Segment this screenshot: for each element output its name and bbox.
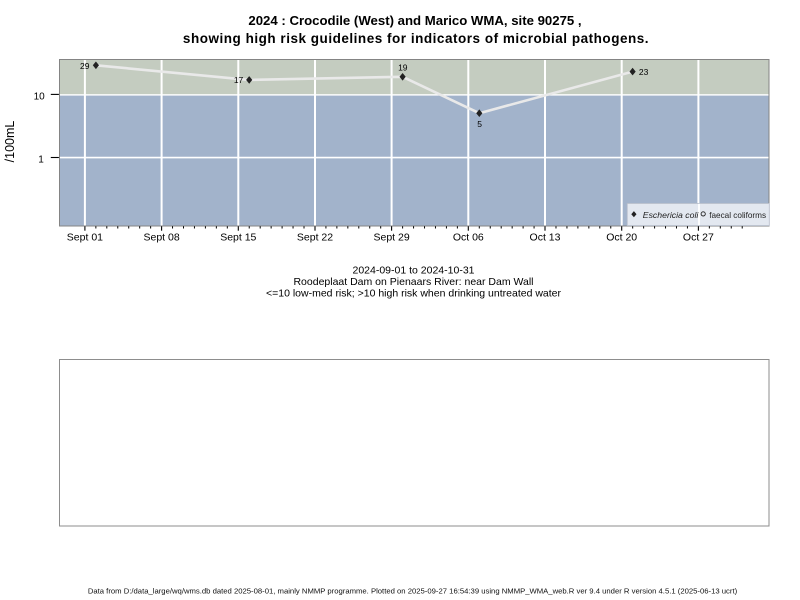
svg-text:17: 17 <box>234 75 244 85</box>
svg-text:Sept 01: Sept 01 <box>67 231 103 243</box>
svg-text:showing high risk guidelines f: showing high risk guidelines for indicat… <box>183 31 649 46</box>
svg-text:faecal coliforms: faecal coliforms <box>709 211 766 220</box>
svg-text:Oct 20: Oct 20 <box>606 231 637 243</box>
svg-text:<=10 low-med risk; >10 high ri: <=10 low-med risk; >10 high risk when dr… <box>266 288 562 300</box>
svg-text:Oct 06: Oct 06 <box>453 231 484 243</box>
svg-text:Sept 15: Sept 15 <box>220 231 256 243</box>
svg-text:/100mL: /100mL <box>3 121 17 163</box>
svg-text:Sept 22: Sept 22 <box>297 231 333 243</box>
svg-text:Oct 13: Oct 13 <box>530 231 561 243</box>
svg-text:23: 23 <box>639 67 649 77</box>
svg-text:29: 29 <box>80 61 90 71</box>
svg-text:2024-09-01 to 2024-10-31: 2024-09-01 to 2024-10-31 <box>352 265 474 277</box>
svg-text:19: 19 <box>398 62 408 72</box>
svg-text:Eschericia coli: Eschericia coli <box>643 210 700 220</box>
svg-text:Oct 27: Oct 27 <box>683 231 714 243</box>
svg-text:5: 5 <box>477 119 482 129</box>
svg-text:Data from D:/data_large/wq/wms: Data from D:/data_large/wq/wms.db dated … <box>88 586 738 595</box>
svg-text:2024 : Crocodile (West) and Ma: 2024 : Crocodile (West) and Marico WMA, … <box>248 13 581 28</box>
svg-text:Roodeplaat Dam on Pienaars Riv: Roodeplaat Dam on Pienaars River: near D… <box>293 276 533 288</box>
svg-text:Sept 29: Sept 29 <box>373 231 409 243</box>
svg-text:10: 10 <box>34 92 46 103</box>
svg-text:1: 1 <box>38 154 44 165</box>
svg-text:Sept 08: Sept 08 <box>143 231 179 243</box>
